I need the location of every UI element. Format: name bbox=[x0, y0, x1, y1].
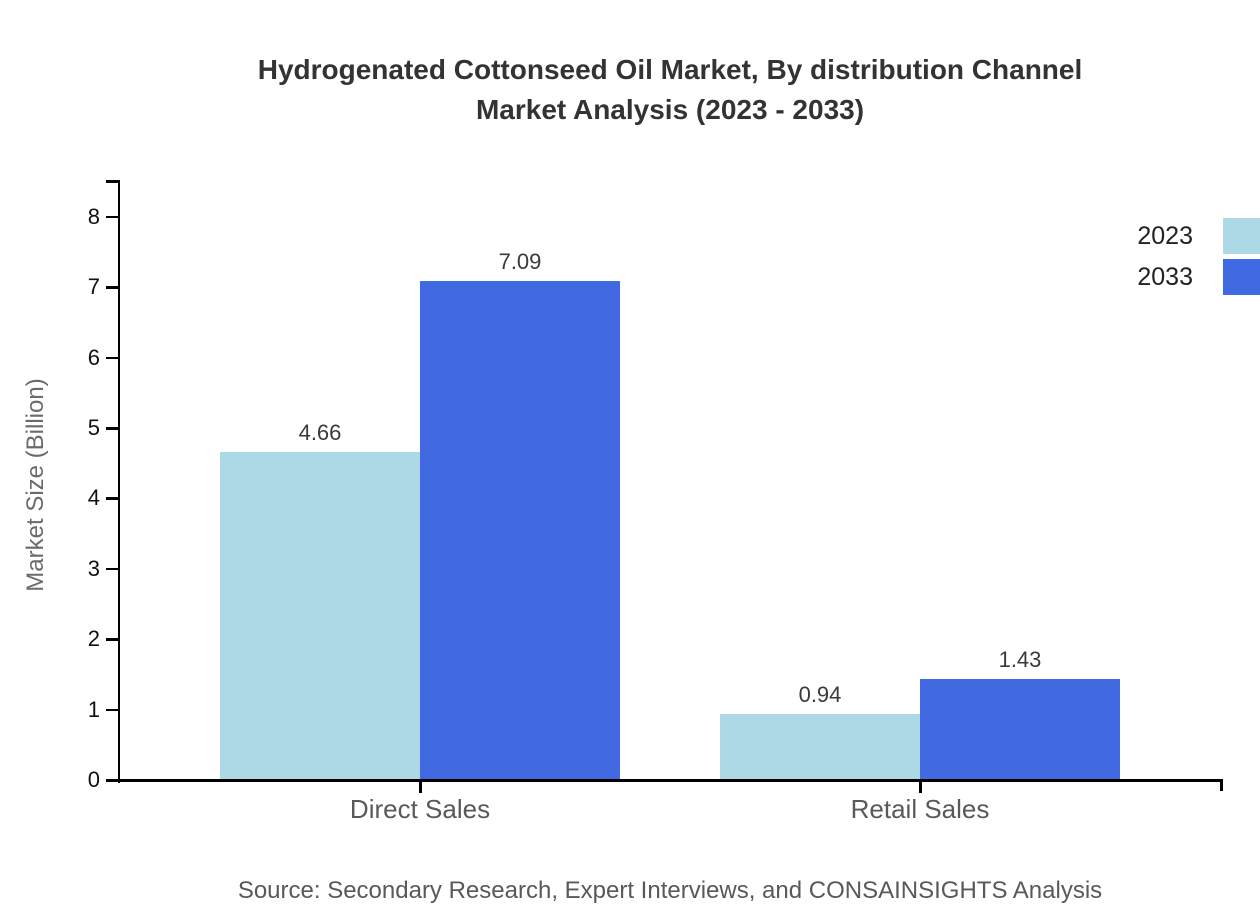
y-tick-label: 1 bbox=[87, 696, 100, 722]
y-axis-end-tick bbox=[105, 180, 118, 183]
chart-title: Hydrogenated Cottonseed Oil Market, By d… bbox=[80, 50, 1260, 130]
y-tick bbox=[105, 215, 118, 219]
y-tick-label: 6 bbox=[87, 344, 100, 370]
y-axis-line bbox=[117, 180, 120, 783]
x-axis-line bbox=[117, 779, 1223, 782]
legend-item-2023: 2023 bbox=[1137, 218, 1260, 254]
bar-retail-sales-2033 bbox=[920, 679, 1120, 780]
legend-item-2033: 2033 bbox=[1137, 259, 1260, 295]
y-tick bbox=[105, 427, 118, 430]
source-note: Source: Secondary Research, Expert Inter… bbox=[237, 877, 1103, 904]
y-tick-label: 0 bbox=[87, 767, 100, 792]
bar-value-label: 0.94 bbox=[798, 681, 842, 707]
y-tick bbox=[105, 497, 118, 500]
bar-value-label: 4.66 bbox=[298, 419, 342, 445]
y-tick bbox=[105, 356, 118, 360]
y-tick bbox=[105, 638, 118, 641]
category-label: Direct Sales bbox=[349, 794, 491, 824]
category-label: Retail Sales bbox=[850, 794, 990, 824]
legend-label: 2033 bbox=[1137, 262, 1193, 291]
bar-retail-sales-2023 bbox=[720, 713, 920, 780]
bar-direct-sales-2033 bbox=[420, 280, 620, 780]
x-tick bbox=[419, 781, 422, 793]
y-tick-label: 7 bbox=[87, 274, 100, 300]
x-tick bbox=[919, 781, 922, 793]
y-tick-label: 3 bbox=[87, 555, 100, 581]
y-tick-label: 5 bbox=[87, 415, 100, 440]
legend: 2023 2033 bbox=[1137, 218, 1260, 295]
y-tick bbox=[105, 286, 118, 289]
y-tick-label: 8 bbox=[87, 203, 100, 229]
y-tick bbox=[105, 708, 118, 712]
chart-title-line2: Market Analysis (2023 - 2033) bbox=[475, 94, 865, 125]
x-axis-end-tick bbox=[1220, 779, 1223, 791]
bar-value-label: 1.43 bbox=[998, 647, 1042, 673]
chart-title-line1: Hydrogenated Cottonseed Oil Market, By d… bbox=[257, 54, 1083, 85]
bar-direct-sales-2023 bbox=[220, 451, 420, 780]
legend-swatch bbox=[1223, 259, 1260, 295]
y-tick-label: 4 bbox=[87, 485, 100, 511]
legend-swatch bbox=[1223, 218, 1260, 254]
y-tick bbox=[105, 779, 118, 782]
y-tick-label: 2 bbox=[87, 626, 100, 652]
bar-value-label: 7.09 bbox=[498, 248, 542, 274]
legend-label: 2023 bbox=[1137, 221, 1193, 250]
y-tick bbox=[105, 567, 118, 571]
